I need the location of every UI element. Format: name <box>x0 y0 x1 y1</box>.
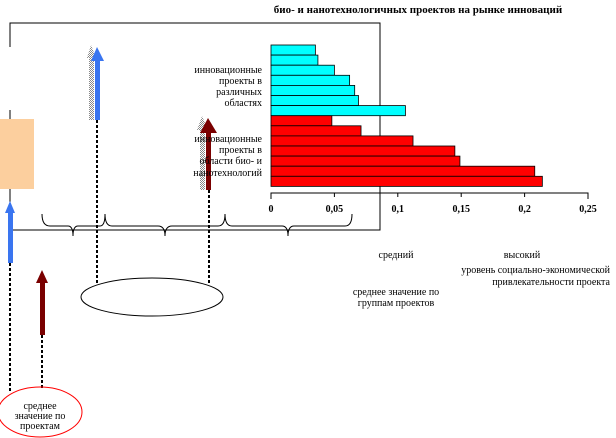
svg-text:привлекательности проекта: привлекательности проекта <box>492 277 610 288</box>
svg-text:инновационные: инновационные <box>194 65 262 76</box>
red-bar <box>270 145 456 157</box>
cyan-bar <box>270 105 406 117</box>
x-axis: 0 0,05 0,1 0,15 0,2 0,25 <box>269 192 597 215</box>
dark-red-arrow-left <box>40 282 45 335</box>
cyan-bar <box>270 85 356 96</box>
blue-arrow-left <box>8 212 13 263</box>
dashed-connectors <box>9 120 210 392</box>
red-bar <box>270 125 362 137</box>
group-avg-label: среднее значение по <box>353 287 439 298</box>
tick-label: 0,05 <box>326 204 344 215</box>
red-bar <box>270 175 543 187</box>
cyan-category-label: инновационные проекты в различных област… <box>194 65 262 109</box>
project-avg-ellipse <box>0 386 83 438</box>
dark-red-arrow-up <box>206 132 211 190</box>
level-label: уровень социально-экономической <box>461 265 610 276</box>
tick-label: 0 <box>269 204 274 215</box>
tick-label: 0,15 <box>452 204 470 215</box>
high-label: высокий <box>504 250 541 261</box>
cyan-bar <box>270 74 351 86</box>
svg-text:значение по: значение по <box>15 411 66 422</box>
bar-chart <box>270 44 543 187</box>
svg-text:группам проектов: группам проектов <box>358 298 435 309</box>
group-ellipse <box>80 277 224 317</box>
tick-label: 0,25 <box>579 204 597 215</box>
medium-label: средний <box>379 250 415 261</box>
braces <box>41 213 353 237</box>
svg-text:области био- и: области био- и <box>199 156 262 167</box>
red-bar <box>270 135 414 147</box>
svg-text:проектам: проектам <box>20 421 61 432</box>
red-bar <box>270 155 461 167</box>
title: био- и нанотехнологичных проектов на рын… <box>274 4 563 16</box>
tick-label: 0,1 <box>392 204 405 215</box>
red-bar <box>270 115 333 127</box>
project-avg-label: среднее <box>23 401 57 412</box>
svg-text:инновационные: инновационные <box>194 134 262 145</box>
red-bar <box>270 165 536 177</box>
svg-text:различных: различных <box>216 87 262 98</box>
svg-text:нанотехнологий: нанотехнологий <box>193 168 262 179</box>
cyan-bar <box>270 44 316 56</box>
tick-label: 0,2 <box>518 204 531 215</box>
cyan-bar <box>270 54 319 66</box>
blue-arrow-up <box>95 60 100 120</box>
cyan-bar <box>270 95 359 107</box>
axis-line <box>270 192 589 199</box>
svg-text:проекты в: проекты в <box>219 76 262 87</box>
svg-text:областях: областях <box>224 98 262 109</box>
peach-box <box>0 119 34 189</box>
cyan-bar <box>270 64 335 76</box>
red-category-label: инновационные проекты в области био- и н… <box>193 134 262 179</box>
shadow-arrow <box>89 58 94 120</box>
shadow-arrow <box>200 130 205 190</box>
svg-text:проекты в: проекты в <box>219 145 262 156</box>
